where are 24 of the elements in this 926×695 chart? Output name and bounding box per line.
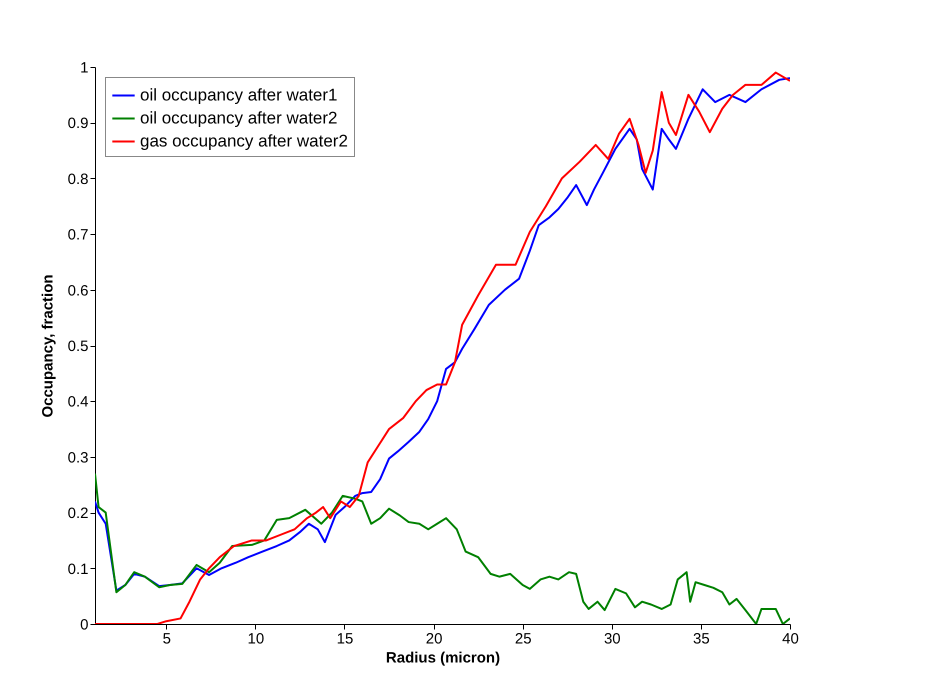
x-tick-label: 25 [514, 630, 532, 648]
y-tick-label: 0.8 [68, 170, 88, 188]
x-tick-label: 10 [248, 630, 264, 648]
y-axis-title: Occupancy, fraction [40, 274, 57, 418]
x-tick-label: 15 [336, 630, 354, 648]
y-tick-label: 0 [80, 616, 88, 634]
y-tick-label: 0.6 [68, 282, 88, 300]
x-tick-label: 40 [782, 630, 799, 648]
y-tick-label: 0.4 [68, 394, 88, 411]
x-tick-label: 20 [426, 630, 442, 648]
y-tick-label: 0.5 [68, 338, 88, 355]
y-tick-label: 0.7 [68, 226, 88, 244]
y-tick-label: 0.1 [68, 560, 88, 578]
x-tick-label: 30 [604, 630, 621, 648]
y-tick-label: 0.2 [68, 505, 88, 522]
x-tick-label: 5 [162, 630, 171, 648]
x-axis-title: Radius (micron) [386, 650, 500, 666]
y-tick-label: 0.9 [68, 115, 88, 132]
legend-label: gas occupancy after water2 [140, 132, 348, 150]
x-tick-label: 35 [693, 630, 710, 648]
legend-label: oil occupancy after water2 [140, 108, 338, 128]
legend-label: oil occupancy after water1 [140, 86, 338, 104]
y-tick-label: 1 [80, 60, 88, 76]
y-tick-label: 0.3 [68, 449, 88, 466]
